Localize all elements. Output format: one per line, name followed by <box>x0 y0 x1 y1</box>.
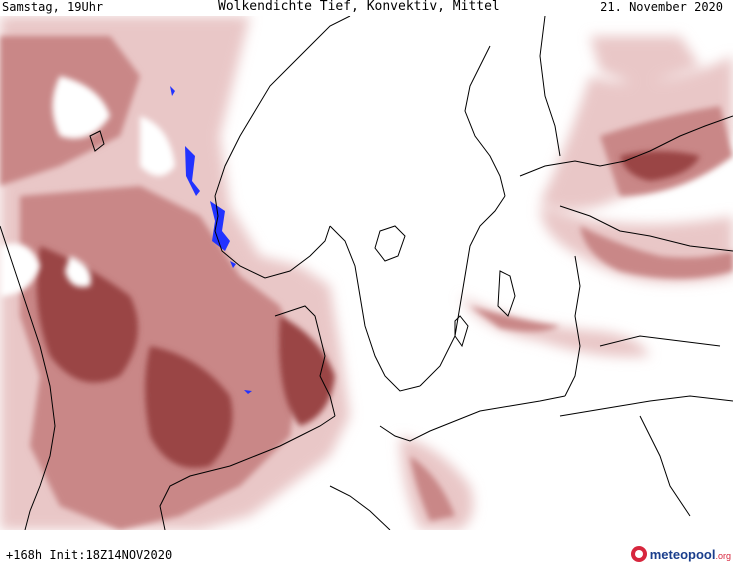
coastlines <box>0 16 733 530</box>
valid-time-label: Samstag, 19Uhr <box>2 0 104 14</box>
meteopool-logo[interactable]: meteopool .org <box>630 544 731 564</box>
footer-bar: +168h Init:18Z14NOV2020 meteopool .org <box>0 530 733 566</box>
weather-map <box>0 16 733 530</box>
map-title: Wolkendichte Tief, Konvektiv, Mittel <box>218 0 500 14</box>
cloud-density-layer <box>0 16 733 530</box>
meteopool-logo-icon <box>630 546 647 562</box>
model-run-info: +168h Init:18Z14NOV2020 <box>6 548 173 562</box>
logo-tld: .org <box>715 550 731 561</box>
forecast-date: 21. November 2020 <box>600 0 723 14</box>
convective-cells <box>170 86 252 394</box>
logo-name: meteopool <box>649 546 716 562</box>
